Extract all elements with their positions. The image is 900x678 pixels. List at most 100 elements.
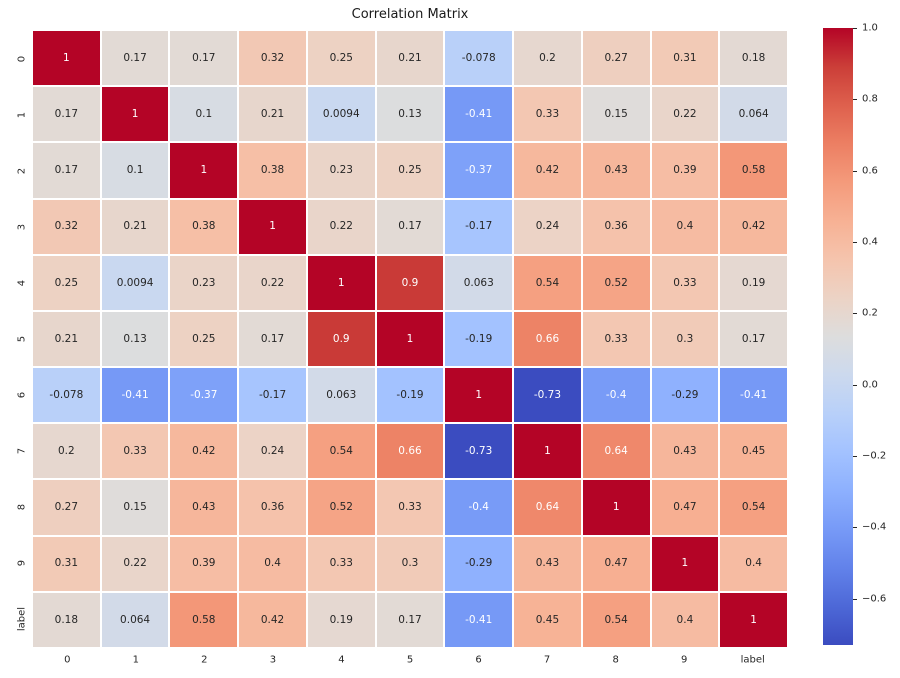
heatmap-cell: 0.21 <box>101 199 169 254</box>
y-axis-tick-label: 1 <box>16 111 28 119</box>
heatmap-cell: 0.58 <box>720 143 787 198</box>
heatmap-cell: 0.064 <box>720 87 787 142</box>
cell-value: 0.1 <box>126 164 144 177</box>
cell-value: 1 <box>131 108 139 121</box>
cell-value: 0.43 <box>535 557 560 570</box>
heatmap-cell: 0.25 <box>307 31 375 86</box>
colorbar-tick-mark <box>853 170 857 172</box>
heatmap-cell: -0.17 <box>445 199 513 254</box>
cell-value: 1 <box>269 220 276 233</box>
cell-value: 0.17 <box>398 220 422 233</box>
heatmap-cell: 0.42 <box>239 592 306 647</box>
heatmap-cell: 0.39 <box>170 536 238 591</box>
heatmap-cell: -0.41 <box>720 368 787 423</box>
cell-value: 0.47 <box>604 557 628 570</box>
cell-value: 0.4 <box>745 557 762 570</box>
cell-value: 0.42 <box>260 613 285 626</box>
cell-value: 0.13 <box>123 332 147 345</box>
cell-value: 0.064 <box>738 108 769 121</box>
cell-value: 0.0094 <box>116 276 154 289</box>
heatmap-cell: 0.21 <box>239 87 306 142</box>
cell-value: 0.064 <box>120 613 151 626</box>
cell-value: 1 <box>63 51 70 64</box>
y-axis-tick-label: 8 <box>16 503 28 511</box>
heatmap-cell: 1 <box>445 368 513 423</box>
heatmap-cell: -0.41 <box>445 87 513 142</box>
x-axis-tick-label: 2 <box>201 654 208 666</box>
heatmap-cell: 0.33 <box>651 255 719 310</box>
heatmap-cell: 0.33 <box>514 87 581 142</box>
heatmap-cell: 0.32 <box>239 31 306 86</box>
cell-value: 0.4 <box>264 557 281 570</box>
cell-value: -0.37 <box>465 164 493 177</box>
heatmap-cell: 0.15 <box>101 480 169 535</box>
cell-value: 0.15 <box>604 108 628 121</box>
cell-value: 1 <box>406 332 414 345</box>
heatmap-cell: 0.66 <box>376 424 444 479</box>
cell-value: 0.33 <box>535 108 560 121</box>
cell-value: 0.39 <box>192 557 216 570</box>
cell-value: 0.25 <box>329 51 353 64</box>
cell-value: 0.24 <box>260 445 285 458</box>
heatmap-cell: -0.41 <box>445 592 513 647</box>
cell-value: -0.29 <box>671 388 699 401</box>
heatmap-cell: 0.17 <box>376 199 444 254</box>
cell-value: 0.4 <box>676 613 694 626</box>
heatmap-cell: 0.45 <box>720 424 787 479</box>
cell-value: 0.2 <box>539 51 556 64</box>
heatmap-cell: 0.17 <box>239 311 306 367</box>
heatmap-cell: 0.13 <box>376 87 444 142</box>
heatmap-cell: 0.42 <box>514 143 581 198</box>
cell-value: 0.52 <box>604 276 628 289</box>
cell-value: 0.22 <box>260 276 285 289</box>
x-axis-tick-label: label <box>740 654 765 666</box>
heatmap-cell: 0.36 <box>239 480 306 535</box>
cell-value: -0.19 <box>465 332 493 345</box>
cell-value: -0.41 <box>740 388 768 401</box>
heatmap-cell: 1 <box>170 143 238 198</box>
x-axis-tick-label: 1 <box>132 654 139 666</box>
cell-value: 0.64 <box>535 501 560 514</box>
cell-value: 0.33 <box>604 332 628 345</box>
cell-value: 0.2 <box>58 445 75 458</box>
heatmap-cell: 0.17 <box>720 311 787 367</box>
heatmap-cell: 0.064 <box>101 592 169 647</box>
heatmap-cell: 0.25 <box>170 311 238 367</box>
cell-value: 1 <box>544 445 551 458</box>
colorbar-tick-label: −0.4 <box>862 521 887 533</box>
cell-value: 0.38 <box>192 220 216 233</box>
cell-value: -0.37 <box>190 388 218 401</box>
heatmap-cell: 0.39 <box>651 143 719 198</box>
heatmap-cell: 1 <box>514 424 581 479</box>
heatmap-cell: 0.19 <box>720 255 787 310</box>
heatmap-cell: 0.17 <box>33 87 100 142</box>
heatmap-cell: 0.43 <box>170 480 238 535</box>
heatmap-cell: 0.33 <box>101 424 169 479</box>
x-axis-tick-label: 3 <box>269 654 277 666</box>
heatmap-cell: 1 <box>239 199 306 254</box>
cell-value: 0.21 <box>123 220 147 233</box>
heatmap-cell: 0.43 <box>514 536 581 591</box>
heatmap-cell: -0.078 <box>33 368 100 423</box>
colorbar-tick-mark <box>853 384 857 386</box>
cell-value: 1 <box>337 276 345 289</box>
cell-value: 0.17 <box>192 51 216 64</box>
cell-value: 0.54 <box>741 501 766 514</box>
heatmap-cell: 0.52 <box>582 255 650 310</box>
cell-value: -0.29 <box>465 557 493 570</box>
cell-value: 0.9 <box>332 332 350 345</box>
cell-value: 0.54 <box>604 613 628 626</box>
cell-value: -0.41 <box>465 108 493 121</box>
cell-value: -0.73 <box>465 445 493 458</box>
heatmap-cell: 0.25 <box>376 143 444 198</box>
x-axis-tick-label: 5 <box>406 654 414 666</box>
cell-value: 0.31 <box>54 557 79 570</box>
heatmap-cell: 0.54 <box>720 480 787 535</box>
cell-value: 0.42 <box>535 164 560 177</box>
cell-value: -0.17 <box>465 220 493 233</box>
colorbar-tick-label: 0.8 <box>862 93 878 105</box>
cell-value: -0.4 <box>468 501 489 514</box>
cell-value: 0.31 <box>673 51 697 64</box>
heatmap-cell: 0.33 <box>307 536 375 591</box>
heatmap-cell: -0.19 <box>376 368 444 423</box>
